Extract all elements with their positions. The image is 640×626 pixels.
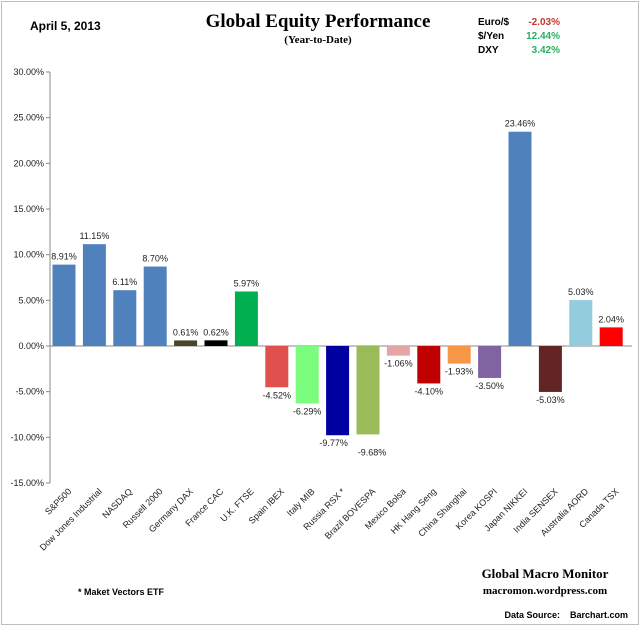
bar (508, 131, 532, 346)
data-label: -3.50% (475, 381, 504, 391)
fx-label: $/Yen (478, 31, 504, 42)
data-label: 8.70% (142, 254, 168, 264)
bar (143, 266, 167, 346)
data-label: 5.03% (568, 287, 594, 297)
y-tick-label: 5.00% (18, 295, 44, 305)
bar (417, 346, 441, 384)
bar (295, 346, 319, 404)
y-tick-label: 25.00% (13, 113, 44, 123)
bar (569, 300, 593, 346)
data-label: -1.06% (384, 359, 413, 369)
bar (478, 346, 502, 378)
data-label: 2.04% (598, 314, 624, 324)
fx-value: -2.03% (528, 17, 560, 28)
bar (234, 291, 258, 346)
source-label: Data Source: (504, 610, 560, 620)
bar (113, 290, 137, 346)
data-label: 23.46% (505, 119, 536, 129)
data-label: 0.61% (173, 327, 199, 337)
data-label: -1.93% (445, 367, 474, 377)
y-tick-label: 30.00% (13, 67, 44, 77)
data-label: -6.29% (293, 406, 322, 416)
y-tick-label: 0.00% (18, 341, 44, 351)
site-label: macromon.wordpress.com (483, 585, 607, 597)
y-tick-label: 20.00% (13, 158, 44, 168)
bar (326, 346, 350, 436)
brand-label: Global Macro Monitor (482, 566, 609, 581)
bar (386, 346, 410, 356)
chart-subtitle: (Year-to-Date) (284, 34, 352, 46)
bar (204, 340, 228, 346)
y-tick-label: -5.00% (15, 387, 44, 397)
bar (599, 327, 623, 346)
data-label: -5.03% (536, 395, 565, 405)
y-tick-label: -10.00% (10, 432, 44, 442)
fx-label: Euro/$ (478, 17, 510, 28)
data-label: -9.77% (319, 438, 348, 448)
data-label: 6.11% (112, 277, 137, 287)
bar (82, 244, 106, 346)
data-label: -4.10% (415, 386, 444, 396)
y-tick-label: -15.00% (10, 478, 44, 488)
bar (356, 346, 380, 435)
footnote: * Maket Vectors ETF (78, 587, 165, 597)
date-label: April 5, 2013 (30, 19, 101, 33)
y-tick-label: 10.00% (13, 250, 44, 260)
fx-label: DXY (478, 45, 499, 56)
chart-title: Global Equity Performance (206, 11, 431, 32)
data-label: -9.68% (358, 447, 387, 457)
source-value: Barchart.com (570, 610, 628, 620)
bar (538, 346, 562, 392)
bar (52, 264, 76, 346)
data-label: 11.15% (79, 231, 109, 241)
bar (265, 346, 289, 388)
data-label: 8.91% (51, 252, 77, 262)
fx-value: 3.42% (532, 45, 560, 56)
data-label: 5.97% (234, 278, 260, 288)
data-label: 0.62% (203, 327, 229, 337)
y-tick-label: 15.00% (13, 204, 44, 214)
bar (447, 346, 471, 364)
data-label: -4.52% (263, 390, 292, 400)
fx-value: 12.44% (526, 31, 560, 42)
bar (174, 340, 198, 346)
